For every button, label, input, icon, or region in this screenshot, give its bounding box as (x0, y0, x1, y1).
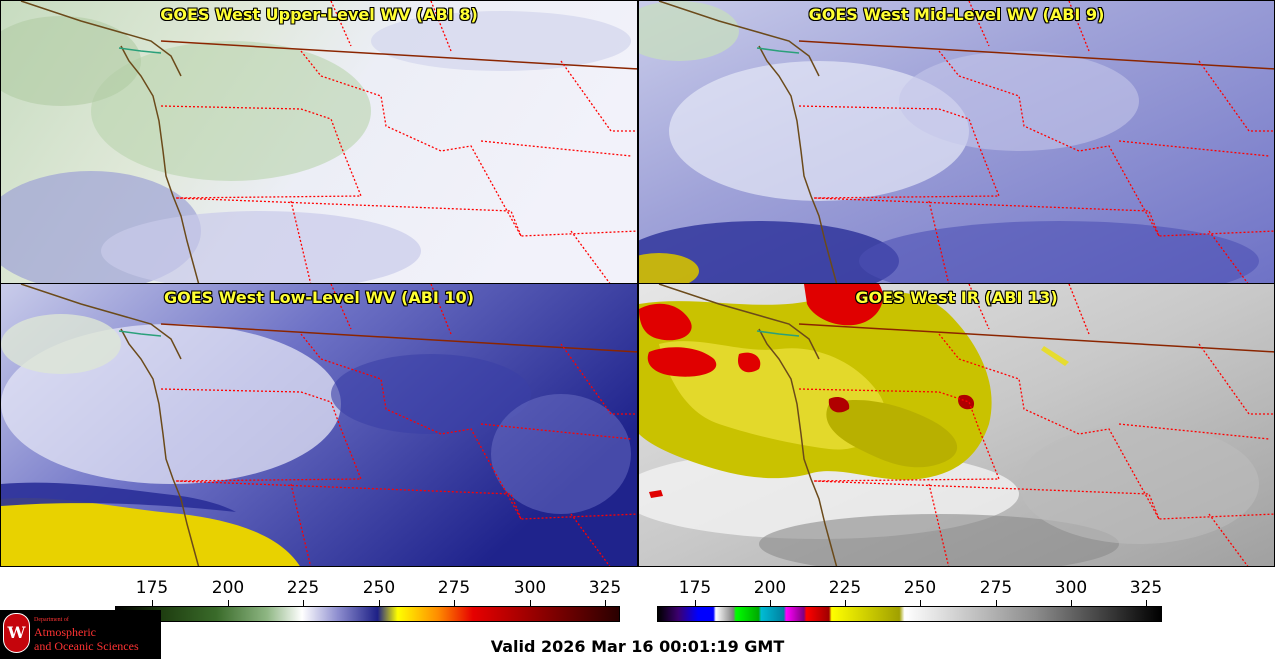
colorbar-tick-label: 200 (211, 578, 245, 598)
mid-level-wv-panel: GOES West Mid-Level WV (ABI 9) (638, 0, 1275, 284)
colorbar-tick-mark (152, 600, 153, 606)
colorbar-tick-mark (303, 600, 304, 606)
colorbar-tick-label: 175 (678, 578, 712, 598)
colorbar-tick-mark (695, 600, 696, 606)
colorbar-tick-label: 300 (513, 578, 547, 598)
colorbar-tick-label: 300 (1054, 578, 1088, 598)
aos-logo: W Department of Atmospheric and Oceanic … (0, 610, 161, 659)
panel-title: GOES West Low-Level WV (ABI 10) (163, 288, 474, 307)
colorbar-tick-label: 250 (362, 578, 396, 598)
colorbar-tick-label: 200 (753, 578, 787, 598)
colorbar-tick-mark (605, 600, 606, 606)
colorbar-tick-label: 225 (828, 578, 862, 598)
colorbar-tick-label: 325 (588, 578, 622, 598)
panel-title: GOES West IR (ABI 13) (855, 288, 1058, 307)
colorbar-tick-mark (379, 600, 380, 606)
colorbar-tick-mark (1071, 600, 1072, 606)
colorbar-tick-label: 175 (135, 578, 169, 598)
logo-department-line: Department of (34, 617, 69, 623)
colorbar-tick-label: 250 (903, 578, 937, 598)
wv-colorbar: 175 200 225 250 275 300 325 (115, 578, 622, 624)
colorbar-tick-mark (228, 600, 229, 606)
upper-level-wv-image (1, 1, 637, 283)
colorbar-tick-label: 325 (1129, 578, 1163, 598)
colorbar-tick-mark (454, 600, 455, 606)
colorbar-tick-mark (996, 600, 997, 606)
colorbar-tick-mark (530, 600, 531, 606)
ir-panel: GOES West IR (ABI 13) (638, 283, 1275, 567)
uw-crest-icon: W (3, 613, 30, 653)
wv-colorbar-gradient (115, 606, 620, 622)
ir-image (639, 284, 1274, 566)
logo-name-line: Atmospheric (34, 625, 96, 639)
colorbar-tick-label: 275 (979, 578, 1013, 598)
colorbar-tick-mark (845, 600, 846, 606)
panel-title: GOES West Upper-Level WV (ABI 8) (160, 5, 478, 24)
mid-level-wv-image (639, 1, 1274, 283)
low-level-wv-panel: GOES West Low-Level WV (ABI 10) (0, 283, 638, 567)
low-level-wv-image (1, 284, 637, 566)
ir-colorbar-gradient (657, 606, 1162, 622)
colorbar-tick-label: 225 (286, 578, 320, 598)
ir-colorbar: 175 200 225 250 275 300 325 (657, 578, 1162, 624)
colorbar-tick-mark (770, 600, 771, 606)
panel-title: GOES West Mid-Level WV (ABI 9) (808, 5, 1105, 24)
colorbar-tick-mark (1146, 600, 1147, 606)
colorbar-tick-mark (920, 600, 921, 606)
logo-name-line: and Oceanic Sciences (34, 639, 139, 653)
upper-level-wv-panel: GOES West Upper-Level WV (ABI 8) (0, 0, 638, 284)
colorbar-tick-label: 275 (437, 578, 471, 598)
valid-time-label: Valid 2026 Mar 16 00:01:19 GMT (490, 637, 785, 656)
